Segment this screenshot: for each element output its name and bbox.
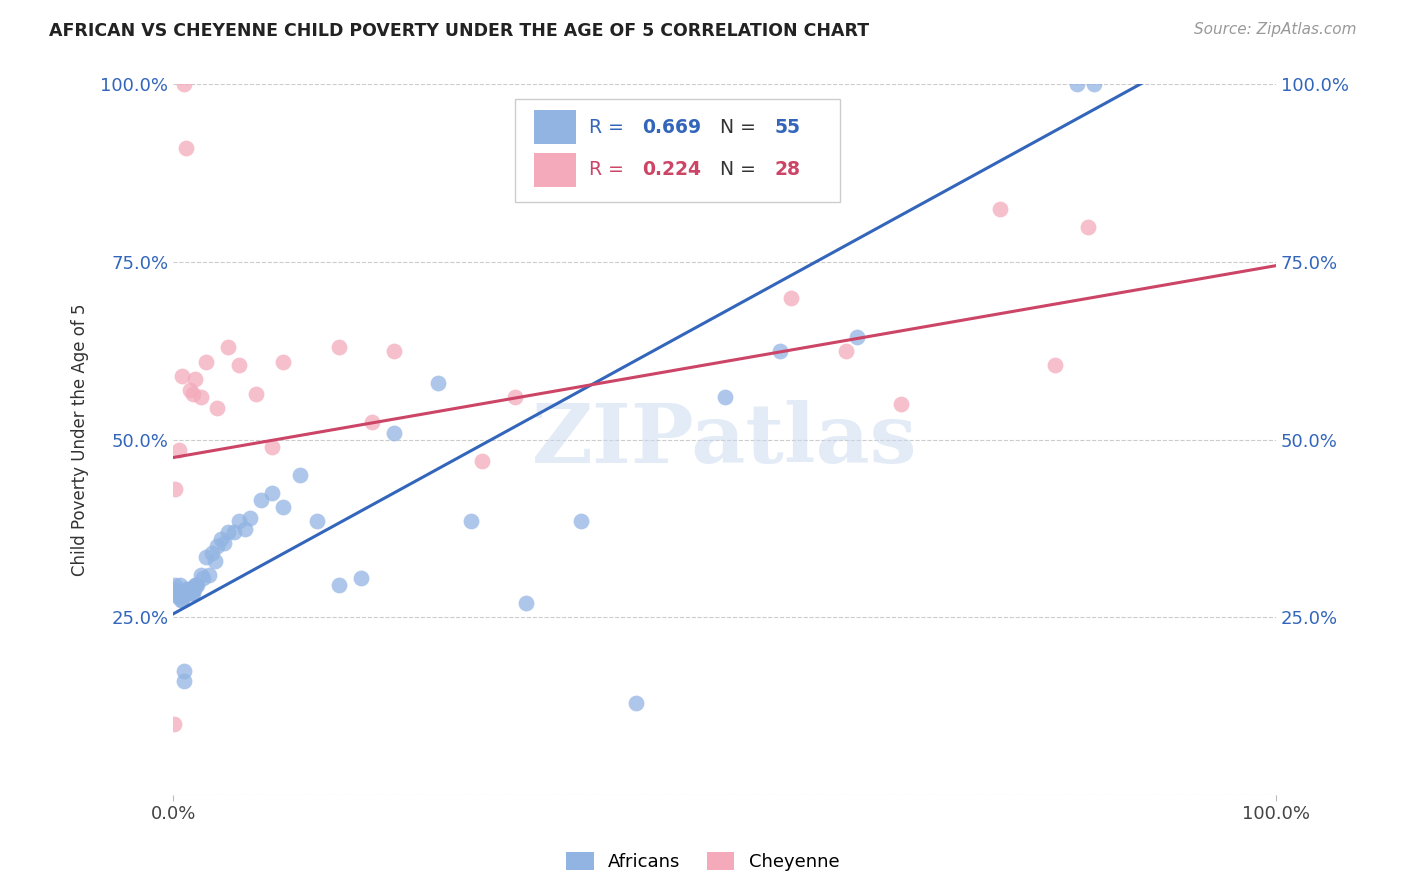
FancyBboxPatch shape: [534, 110, 575, 145]
Point: [181, 585, 204, 599]
Point: [195, 354, 218, 368]
Point: [197, 567, 219, 582]
Point: [233, 522, 256, 536]
Legend: Africans, Cheyenne: Africans, Cheyenne: [560, 845, 846, 879]
Point: [184, 372, 207, 386]
Point: [273, 500, 295, 515]
Point: [186, 578, 208, 592]
Point: [426, 376, 449, 390]
Point: [165, 483, 187, 497]
Point: [163, 717, 186, 731]
Point: [228, 358, 250, 372]
Point: [173, 664, 195, 678]
Point: [179, 585, 201, 599]
Point: [273, 354, 295, 368]
Point: [305, 515, 328, 529]
Point: [460, 515, 482, 529]
Point: [262, 486, 284, 500]
Point: [262, 440, 284, 454]
Point: [167, 443, 190, 458]
Point: [222, 525, 245, 540]
Point: [207, 401, 229, 415]
Point: [201, 546, 224, 560]
Point: [835, 343, 858, 358]
Point: [190, 567, 212, 582]
Point: [250, 493, 273, 508]
Text: N =: N =: [709, 161, 762, 179]
Point: [186, 578, 208, 592]
Point: [166, 589, 188, 603]
Point: [176, 141, 198, 155]
Point: [163, 582, 186, 596]
Point: [245, 386, 267, 401]
Point: [382, 343, 405, 358]
Point: [172, 589, 194, 603]
Point: [167, 589, 190, 603]
Point: [212, 536, 235, 550]
Point: [328, 340, 350, 354]
Text: ZIPatlas: ZIPatlas: [531, 400, 917, 480]
Point: [169, 578, 191, 592]
Point: [890, 397, 912, 411]
Point: [988, 202, 1011, 216]
Point: [239, 511, 262, 525]
Point: [1077, 219, 1099, 234]
Point: [190, 390, 212, 404]
Point: [179, 383, 201, 397]
Point: [228, 515, 250, 529]
Point: [181, 386, 204, 401]
Point: [207, 539, 229, 553]
Point: [713, 390, 735, 404]
Point: [217, 340, 239, 354]
Point: [180, 582, 202, 596]
Point: [173, 78, 195, 92]
Point: [209, 533, 232, 547]
Point: [176, 582, 198, 596]
Point: [503, 390, 526, 404]
FancyBboxPatch shape: [534, 153, 575, 186]
Text: R =: R =: [589, 161, 630, 179]
Text: 55: 55: [775, 118, 800, 136]
Point: [288, 468, 311, 483]
Point: [328, 578, 350, 592]
Text: 0.224: 0.224: [643, 161, 700, 179]
Point: [569, 515, 592, 529]
Point: [191, 571, 214, 585]
Point: [173, 674, 195, 689]
Point: [382, 425, 405, 440]
Point: [165, 578, 187, 592]
Point: [1083, 78, 1105, 92]
Point: [176, 585, 198, 599]
Y-axis label: Child Poverty Under the Age of 5: Child Poverty Under the Age of 5: [72, 303, 89, 576]
Point: [360, 415, 382, 429]
Point: [769, 343, 792, 358]
Text: Source: ZipAtlas.com: Source: ZipAtlas.com: [1194, 22, 1357, 37]
Point: [184, 578, 207, 592]
Point: [1066, 78, 1088, 92]
Point: [1045, 358, 1067, 372]
Point: [845, 329, 868, 343]
Point: [471, 454, 494, 468]
Point: [350, 571, 373, 585]
Point: [779, 291, 801, 305]
Point: [174, 585, 197, 599]
Point: [170, 592, 193, 607]
Point: [170, 368, 193, 383]
Text: 0.669: 0.669: [643, 118, 702, 136]
Point: [170, 592, 193, 607]
Point: [204, 553, 226, 567]
Point: [177, 582, 200, 596]
Point: [183, 582, 205, 596]
FancyBboxPatch shape: [515, 99, 841, 202]
Text: R =: R =: [589, 118, 630, 136]
Point: [181, 585, 204, 599]
Point: [626, 696, 648, 710]
Point: [217, 525, 239, 540]
Text: 28: 28: [775, 161, 800, 179]
Point: [166, 585, 188, 599]
Point: [515, 596, 537, 610]
Point: [195, 549, 218, 564]
Text: AFRICAN VS CHEYENNE CHILD POVERTY UNDER THE AGE OF 5 CORRELATION CHART: AFRICAN VS CHEYENNE CHILD POVERTY UNDER …: [49, 22, 869, 40]
Text: N =: N =: [709, 118, 762, 136]
